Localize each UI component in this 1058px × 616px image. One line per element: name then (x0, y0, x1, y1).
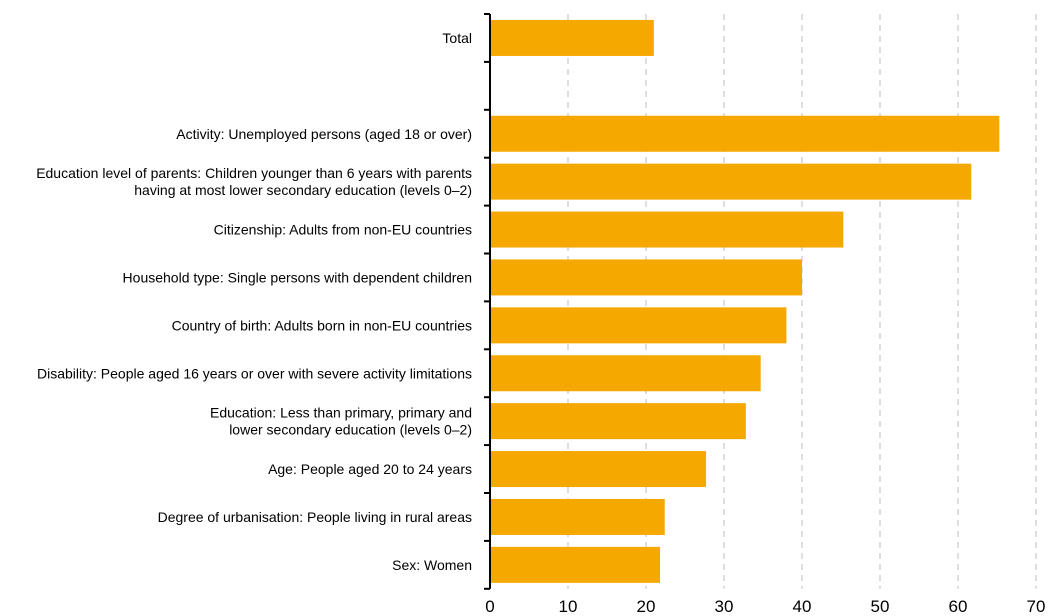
category-label: Sex: Women (392, 557, 472, 573)
bar (490, 19, 654, 56)
category-label: Education: Less than primary, primary an… (210, 405, 472, 421)
x-tick-label: 50 (871, 597, 890, 616)
category-label: Age: People aged 20 to 24 years (268, 461, 472, 477)
x-tick-labels: 0 10 20 30 40 50 60 70 (485, 597, 1045, 616)
axes (484, 13, 491, 590)
x-tick-label: 30 (715, 597, 734, 616)
bar (490, 546, 661, 583)
bar (490, 115, 1000, 152)
bar (490, 451, 707, 488)
category-label: lower secondary education (levels 0–2) (229, 422, 472, 438)
bar (490, 355, 761, 392)
x-tick-label: 60 (949, 597, 968, 616)
gridlines (567, 14, 1037, 589)
category-label: Activity: Unemployed persons (aged 18 or… (176, 126, 472, 142)
x-tick-label: 70 (1027, 597, 1046, 616)
category-label: Total (442, 30, 472, 46)
bar (490, 163, 972, 200)
category-label: having at most lower secondary education… (134, 182, 472, 198)
bar (490, 307, 787, 344)
x-tick-label: 10 (559, 597, 578, 616)
category-label: Education level of parents: Children you… (36, 165, 472, 181)
bar (490, 259, 802, 296)
bar (490, 211, 844, 248)
category-label: Disability: People aged 16 years or over… (37, 365, 472, 381)
category-labels: Total Activity: Unemployed persons (aged … (36, 30, 472, 573)
category-label: Degree of urbanisation: People living in… (158, 509, 472, 525)
category-label: Country of birth: Adults born in non-EU … (172, 317, 472, 333)
x-tick-label: 20 (637, 597, 656, 616)
bar (490, 403, 746, 440)
x-tick-label: 0 (485, 597, 494, 616)
category-label: Citizenship: Adults from non-EU countrie… (214, 222, 472, 238)
bars (490, 19, 1000, 583)
bar (490, 498, 665, 535)
category-label: Household type: Single persons with depe… (123, 269, 472, 285)
x-tick-label: 40 (793, 597, 812, 616)
